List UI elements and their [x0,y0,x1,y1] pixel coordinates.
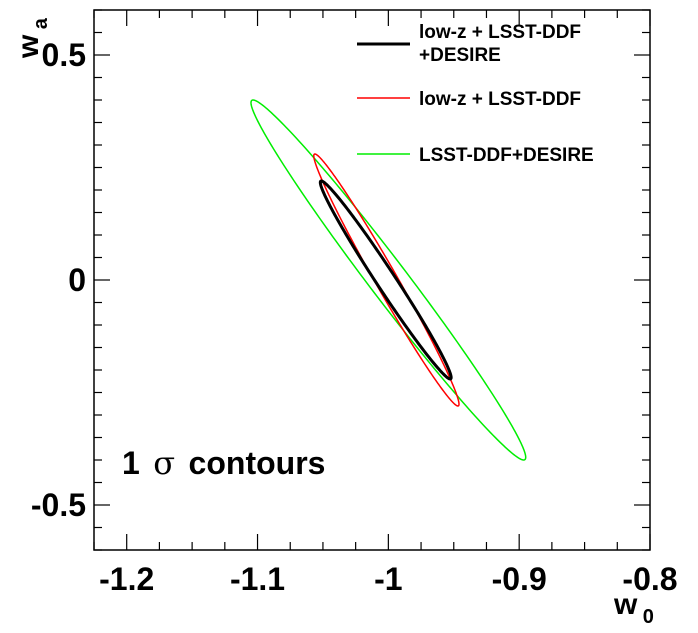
x-tick-label: -0.8 [622,561,677,597]
sigma-annotation: 1 σ contours [122,444,325,482]
x-axis-title: w 0 [613,588,654,628]
legend-label-line2: +DESIRE [419,45,501,66]
contour-low-z-lsst-ddf-desire [318,179,453,381]
x-tick-label: -1.2 [99,561,154,597]
legend-label-green: LSST-DDF+DESIRE [419,145,594,166]
x-tick-label: -0.9 [492,561,547,597]
x-tick-label: -1 [374,561,402,597]
sigma-symbol: σ [153,444,175,482]
x-tick-label: -1.1 [230,561,285,597]
contour-layer [250,99,527,461]
y-axis-title: w a [12,17,52,59]
legend: low-z + LSST-DDF +DESIRE low-z + LSST-DD… [357,22,594,166]
y-axis-ticks: -0.5 0 0.5 [31,9,650,551]
annotation-number: 1 [122,445,140,481]
y-tick-label: 0.5 [42,37,86,73]
legend-label-line1: low-z + LSST-DDF [419,22,581,43]
legend-label-red: low-z + LSST-DDF [419,89,581,110]
x-axis-ticks: -1.2 -1.1 -1 -0.9 -0.8 [93,10,678,597]
y-tick-label: -0.5 [31,487,86,523]
annotation-text: contours [189,445,326,481]
y-tick-label: 0 [68,262,86,298]
